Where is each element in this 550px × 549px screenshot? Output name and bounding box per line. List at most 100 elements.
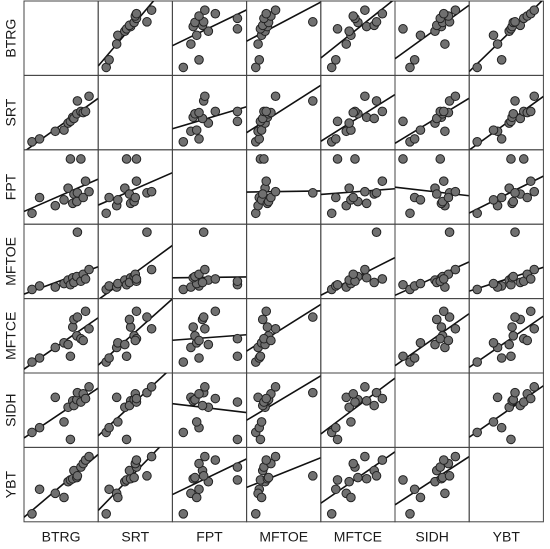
data-point xyxy=(510,17,520,27)
data-point xyxy=(270,323,281,334)
data-point xyxy=(80,176,91,186)
data-point xyxy=(308,387,318,398)
data-point xyxy=(308,471,318,481)
panel-btrg-vs-mftoe xyxy=(246,0,322,76)
data-point xyxy=(522,192,533,203)
data-point xyxy=(270,451,281,462)
data-point xyxy=(444,312,455,322)
data-point xyxy=(124,314,135,325)
panel-sidh-vs-ybt xyxy=(468,372,544,448)
data-point xyxy=(232,434,243,445)
x-label-mftce: MFTCE xyxy=(334,529,382,545)
data-point xyxy=(200,264,210,275)
fit-line xyxy=(98,447,161,512)
panel-fpt-vs-mftoe xyxy=(246,149,322,225)
data-point xyxy=(131,154,142,164)
data-point xyxy=(398,154,408,164)
data-point xyxy=(409,134,420,144)
data-point xyxy=(120,339,130,350)
data-point xyxy=(450,264,461,275)
data-point xyxy=(113,492,123,503)
panel-sidh-vs-fpt xyxy=(171,372,248,448)
data-point xyxy=(131,274,142,284)
data-point xyxy=(121,351,132,362)
data-point xyxy=(344,118,354,128)
data-point xyxy=(191,417,202,427)
data-point xyxy=(361,272,372,283)
data-point xyxy=(178,509,189,519)
data-point xyxy=(200,451,210,462)
fit-line xyxy=(320,187,395,196)
data-point xyxy=(332,24,343,34)
panel-sidh-vs-sidh xyxy=(394,372,470,448)
data-point xyxy=(398,24,408,34)
data-point xyxy=(510,387,520,398)
data-point xyxy=(377,8,388,19)
panel-fpt-vs-sidh xyxy=(394,149,470,225)
panel-mftoe-vs-srt xyxy=(97,223,173,300)
data-point xyxy=(348,192,359,203)
data-point xyxy=(194,335,204,346)
data-point xyxy=(131,8,142,19)
data-point xyxy=(348,107,359,118)
data-point xyxy=(308,188,318,198)
data-point xyxy=(104,192,114,203)
panel-ybt-vs-btrg xyxy=(23,446,99,523)
data-point xyxy=(496,353,507,363)
data-point xyxy=(76,154,86,164)
data-point xyxy=(232,333,243,344)
data-point xyxy=(472,137,483,147)
data-point xyxy=(129,472,139,483)
panel-mftoe-vs-mftoe xyxy=(246,223,322,300)
data-point xyxy=(50,126,61,137)
data-point xyxy=(360,264,370,275)
data-point xyxy=(326,208,337,219)
fit-line xyxy=(246,84,321,134)
data-point xyxy=(232,116,243,127)
panel-srt-vs-fpt xyxy=(171,74,248,151)
panel-btrg-vs-sidh xyxy=(394,0,470,76)
data-point xyxy=(507,322,517,332)
data-point xyxy=(253,39,263,49)
data-point xyxy=(350,154,360,164)
data-point xyxy=(444,471,455,481)
data-point xyxy=(326,62,337,73)
data-point xyxy=(27,427,37,438)
panel-btrg-vs-ybt xyxy=(468,0,544,76)
data-point xyxy=(348,11,359,21)
data-point xyxy=(178,427,189,438)
data-point xyxy=(121,434,132,445)
data-point xyxy=(210,274,221,284)
data-point xyxy=(529,5,540,15)
panel-fpt-vs-srt xyxy=(97,149,173,225)
data-point xyxy=(398,351,408,362)
data-point xyxy=(131,393,142,404)
data-point xyxy=(78,192,89,203)
data-point xyxy=(50,282,61,292)
data-point xyxy=(80,106,91,117)
fit-line xyxy=(320,1,394,59)
data-point xyxy=(121,154,132,164)
data-point xyxy=(178,357,189,367)
data-point xyxy=(198,312,209,322)
data-point xyxy=(332,434,343,445)
data-point xyxy=(409,55,420,65)
data-point xyxy=(232,351,243,362)
data-point xyxy=(197,400,208,411)
data-point xyxy=(332,116,343,127)
fit-line xyxy=(246,375,321,421)
data-point xyxy=(361,198,372,209)
data-point xyxy=(377,176,388,186)
data-point xyxy=(191,125,202,135)
data-point xyxy=(371,188,382,198)
panel-mftce-vs-sidh xyxy=(394,298,470,374)
panel-sidh-vs-mftce xyxy=(320,372,396,448)
data-point xyxy=(371,227,382,237)
data-point xyxy=(84,91,94,102)
data-point xyxy=(344,26,354,36)
panel-fpt-vs-btrg xyxy=(23,149,99,225)
data-point xyxy=(510,227,520,237)
panel-sidh-vs-btrg xyxy=(23,372,99,448)
y-label-btrg: BTRG xyxy=(3,19,19,58)
data-point xyxy=(348,269,359,280)
